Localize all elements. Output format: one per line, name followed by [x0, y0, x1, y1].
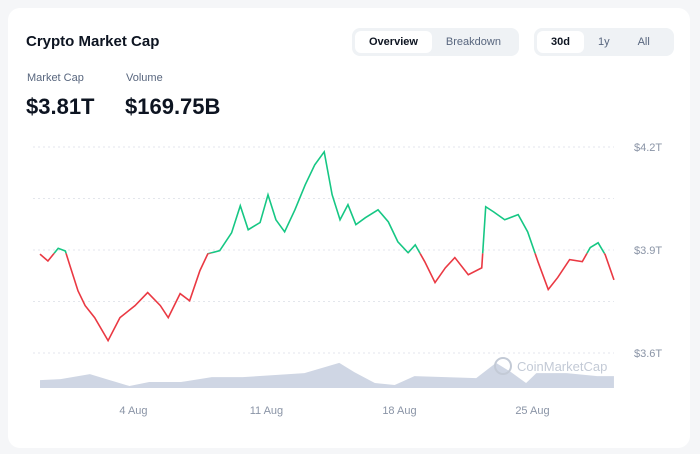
- tab-30d[interactable]: 30d: [537, 31, 584, 53]
- watermark: CoinMarketCap: [494, 357, 607, 375]
- price-line-down: [39, 253, 615, 343]
- market-cap-label: Market Cap: [27, 72, 84, 84]
- x-tick-label: 18 Aug: [382, 405, 416, 417]
- view-toggle: Overview Breakdown: [352, 28, 519, 56]
- volume-value: $169.75B: [125, 94, 221, 119]
- tab-overview[interactable]: Overview: [355, 31, 432, 53]
- range-toggle: 30d 1y All: [534, 28, 674, 56]
- volume-label: Volume: [126, 72, 163, 84]
- market-cap-value: $3.81T: [26, 94, 95, 119]
- x-tick-label: 11 Aug: [250, 405, 283, 417]
- tab-1y[interactable]: 1y: [597, 36, 610, 48]
- tab-all[interactable]: All: [637, 36, 650, 48]
- y-tick-label: $3.6T: [634, 348, 662, 360]
- watermark-text: CoinMarketCap: [517, 359, 607, 374]
- y-tick-label: $4.2T: [634, 142, 662, 154]
- volume-area: [40, 362, 614, 388]
- y-tick-label: $3.9T: [634, 245, 662, 257]
- x-tick-label: 4 Aug: [119, 405, 147, 417]
- x-tick-label: 25 Aug: [515, 405, 549, 417]
- card-title: Crypto Market Cap: [26, 33, 160, 50]
- price-line-up: [53, 149, 606, 254]
- tab-breakdown[interactable]: Breakdown: [445, 36, 501, 48]
